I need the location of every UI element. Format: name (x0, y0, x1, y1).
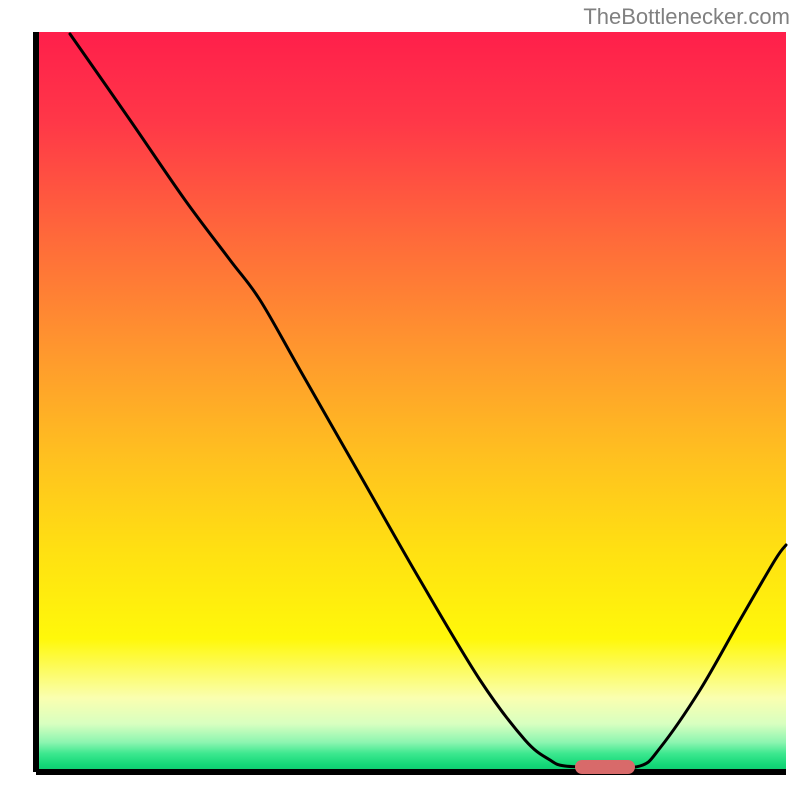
chart-overlay (0, 0, 800, 800)
watermark-text: TheBottlenecker.com (583, 4, 790, 30)
bottleneck-chart: TheBottlenecker.com (0, 0, 800, 800)
optimal-marker (575, 760, 635, 774)
bottleneck-curve (70, 34, 786, 768)
